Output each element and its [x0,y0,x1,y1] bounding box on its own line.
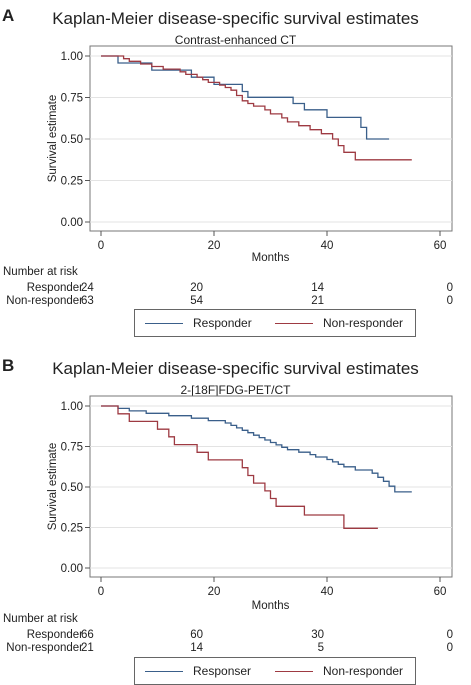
x-axis-label: Months [252,600,290,612]
risk-table-header: Number at risk [3,266,78,278]
km-panel-a: A Kaplan-Meier disease-specific survival… [2,6,453,337]
risk-count: 60 [190,629,203,641]
risk-row-label: Responder [27,282,83,294]
y-axis-label: Survival estimate [47,95,59,183]
x-tick-label: 40 [321,240,334,252]
chart-subtitle: Contrast-enhanced CT [174,33,297,47]
x-tick-label: 0 [98,586,104,598]
legend-label: Non-responder [323,664,404,678]
y-tick-label: 0.75 [61,93,83,105]
risk-count: 0 [447,629,453,641]
risk-count: 14 [190,642,203,654]
risk-count: 0 [447,642,453,654]
survival-curve-responder [101,55,390,140]
km-plot-a: 0.00 0.25 0.50 0.75 1.00 Survival estimate 0 20… [3,45,453,307]
y-tick-label: 1.00 [61,401,83,413]
km-plot-b: 0.00 0.25 0.50 0.75 1.00 Survival estimate 0 20… [3,395,453,654]
x-tick-label: 20 [208,586,221,598]
legend-label: Responder [193,316,252,330]
panel-label: A [2,6,15,25]
risk-count: 54 [190,295,203,307]
risk-row-label: Non-responder [6,295,83,307]
risk-count: 66 [81,629,94,641]
y-tick-label: 0.00 [61,563,83,575]
legend: Responser Non-responder [134,657,416,685]
risk-count: 20 [190,282,203,294]
legend-label: Responser [193,664,252,678]
legend-swatch-non-responder [275,322,313,324]
risk-count: 21 [311,295,324,307]
legend-label: Non-responder [323,316,404,330]
y-axis-label: Survival estimate [47,443,59,531]
y-tick-label: 0.50 [61,134,83,146]
x-tick-label: 60 [434,240,447,252]
risk-count: 63 [81,295,94,307]
legend-item-non-responder: Non-responder [275,658,403,684]
risk-count: 0 [447,295,453,307]
y-tick-label: 1.00 [61,51,83,63]
chart-title: Kaplan-Meier disease-specific survival e… [52,359,419,378]
risk-count: 14 [311,282,324,294]
legend-item-responser: Responser [145,658,251,684]
chart-subtitle: 2-[18F]FDG-PET/CT [180,383,291,397]
risk-count: 21 [81,642,94,654]
legend-swatch-non-responder [275,670,313,672]
y-tick-label: 0.50 [61,482,83,494]
survival-curve-non-responder [101,55,412,161]
risk-row-label: Non-responder [6,642,83,654]
survival-curve-responder [101,405,412,493]
panel-label: B [2,356,15,375]
y-tick-label: 0.00 [61,217,83,229]
survival-curve-non-responder [101,405,378,529]
risk-row-label: Responder [27,629,83,641]
legend-swatch-responder [145,322,183,324]
legend-item-non-responder: Non-responder [275,310,403,336]
risk-table-header: Number at risk [3,613,78,625]
x-axis-label: Months [252,252,290,264]
y-tick-label: 0.75 [61,442,83,454]
chart-title: Kaplan-Meier disease-specific survival e… [52,9,419,28]
risk-count: 5 [318,642,324,654]
risk-count: 0 [447,282,453,294]
legend-item-responder: Responder [145,310,252,336]
risk-count: 30 [311,629,324,641]
x-tick-label: 20 [208,240,221,252]
y-tick-label: 0.25 [61,176,83,188]
risk-count: 24 [81,282,94,294]
legend-swatch-responser [145,670,183,672]
x-tick-label: 0 [98,240,104,252]
y-tick-label: 0.25 [61,523,83,535]
x-tick-label: 40 [321,586,334,598]
x-tick-label: 60 [434,586,447,598]
legend: Responder Non-responder [134,309,416,337]
km-panel-b: B Kaplan-Meier disease-specific survival… [0,350,471,685]
